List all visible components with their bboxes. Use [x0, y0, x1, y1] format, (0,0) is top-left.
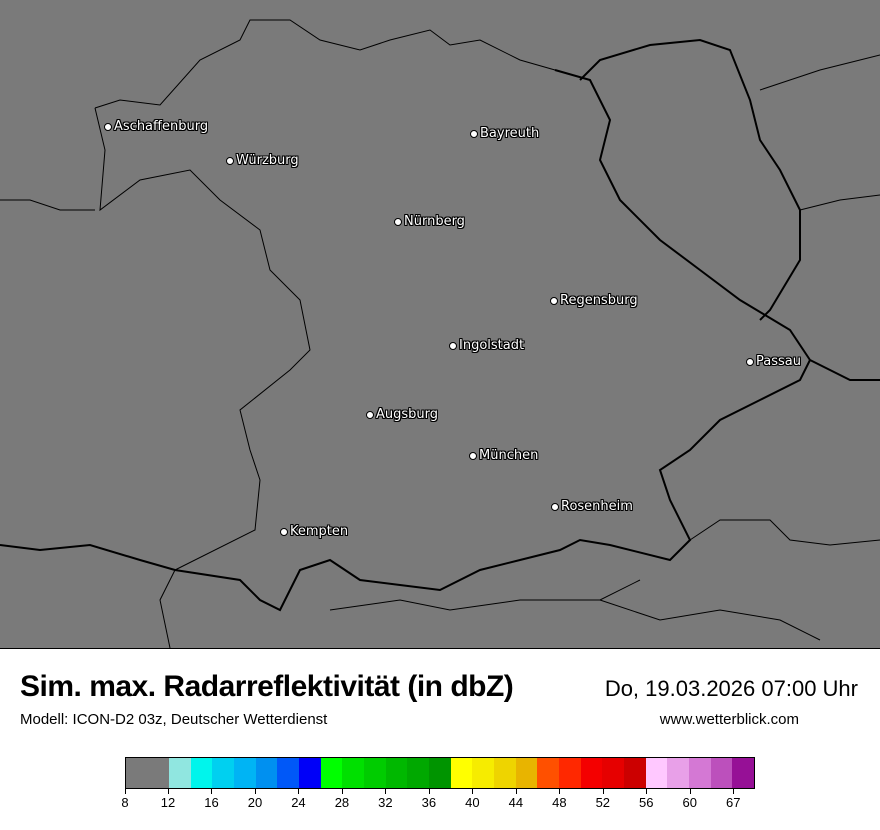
city-kempten: Kempten: [280, 524, 348, 539]
color-scale-legend: [125, 757, 755, 789]
forecast-datetime: Do, 19.03.2026 07:00 Uhr: [604, 676, 858, 701]
city-marker-icon: [551, 502, 559, 511]
legend-swatch: [320, 758, 343, 788]
legend-swatch: [126, 758, 169, 788]
legend-tick: [254, 789, 256, 794]
city-marker-icon: [226, 156, 234, 165]
legend-tick-label: 8: [121, 795, 129, 810]
legend-tick-label: 32: [378, 795, 393, 810]
legend-tick-label: 67: [726, 795, 741, 810]
legend-swatch: [168, 758, 191, 788]
city-marker-icon: [469, 451, 477, 460]
city-marker-icon: [449, 341, 457, 350]
legend-tick-label: 20: [247, 795, 263, 810]
legend-tick-label: 28: [334, 795, 350, 810]
legend-tick: [428, 789, 430, 794]
legend-swatch: [515, 758, 538, 788]
legend-tick-label: 44: [508, 795, 524, 810]
legend-swatch: [689, 758, 711, 788]
website-label: www.wetterblick.com: [659, 711, 799, 728]
legend-swatch: [428, 758, 451, 788]
legend-tick: [733, 789, 735, 794]
city-marker-icon: [470, 129, 478, 138]
legend-tick-label: 16: [204, 795, 219, 810]
legend-swatch: [580, 758, 603, 788]
legend-swatch: [255, 758, 278, 788]
legend-swatch: [472, 758, 494, 788]
legend-swatch: [602, 758, 624, 788]
legend-swatch: [732, 758, 755, 788]
legend-tick-label: 40: [465, 795, 480, 810]
legend-tick: [646, 789, 648, 794]
legend-tick-label: 24: [291, 795, 306, 810]
city-marker-icon: [280, 527, 288, 536]
legend-swatch: [537, 758, 559, 788]
city-augsburg: Augsburg: [366, 407, 438, 422]
city-aschaffenburg: Aschaffenburg: [104, 119, 208, 134]
legend-swatch: [277, 758, 299, 788]
city-passau: Passau: [746, 354, 801, 369]
legend-tick-label: 12: [160, 795, 176, 810]
city-marker-icon: [550, 296, 558, 305]
legend-swatch: [363, 758, 386, 788]
legend-tick-label: 36: [421, 795, 437, 810]
legend-swatch: [407, 758, 429, 788]
city-marker-icon: [394, 217, 402, 226]
legend-ticks: 8 12 16 20 24 28 32 36 40 44 48 52 56 60 67: [121, 789, 755, 819]
legend-tick-label: 56: [639, 795, 654, 810]
legend-swatch: [190, 758, 213, 788]
legend-swatch: [450, 758, 473, 788]
border-lines: [0, 19, 880, 648]
legend-tick: [689, 789, 691, 794]
legend-tick: [385, 789, 387, 794]
legend-swatch: [212, 758, 234, 788]
city-marker-icon: [104, 122, 112, 131]
model-info: Modell: ICON-D2 03z, Deutscher Wetterdie…: [20, 711, 328, 728]
city-ingolstadt: Ingolstadt: [449, 338, 524, 353]
legend-tick: [298, 789, 300, 794]
legend-swatch: [342, 758, 364, 788]
legend-swatch: [710, 758, 733, 788]
legend-swatch: [385, 758, 408, 788]
legend-swatch: [645, 758, 668, 788]
legend-tick: [341, 789, 343, 794]
legend-swatch: [298, 758, 321, 788]
legend-tick: [168, 789, 169, 794]
legend-swatch: [667, 758, 689, 788]
city-wuerzburg: Würzburg: [226, 153, 299, 168]
city-marker-icon: [746, 357, 754, 366]
city-muenchen: München: [469, 448, 538, 463]
legend-swatch: [558, 758, 581, 788]
legend-tick: [211, 789, 213, 794]
legend-tick: [472, 789, 474, 794]
legend-tick: [559, 789, 561, 794]
map-title: Sim. max. Radarreflektivität (in dbZ): [20, 670, 514, 703]
legend-tick: [515, 789, 517, 794]
legend-swatch: [493, 758, 516, 788]
legend-tick: [125, 789, 126, 794]
city-rosenheim: Rosenheim: [551, 499, 633, 514]
legend-tick: [602, 789, 604, 794]
city-marker-icon: [366, 410, 374, 419]
legend-swatch: [233, 758, 256, 788]
city-regensburg: Regensburg: [550, 293, 638, 308]
legend-tick-label: 52: [595, 795, 611, 810]
legend-tick-label: 48: [552, 795, 567, 810]
legend-tick-label: 60: [682, 795, 697, 810]
city-bayreuth: Bayreuth: [470, 126, 539, 141]
city-nuernberg: Nürnberg: [394, 214, 465, 229]
radar-map: Aschaffenburg Würzburg Bayreuth Nürnberg…: [0, 0, 880, 649]
legend-swatch: [623, 758, 646, 788]
